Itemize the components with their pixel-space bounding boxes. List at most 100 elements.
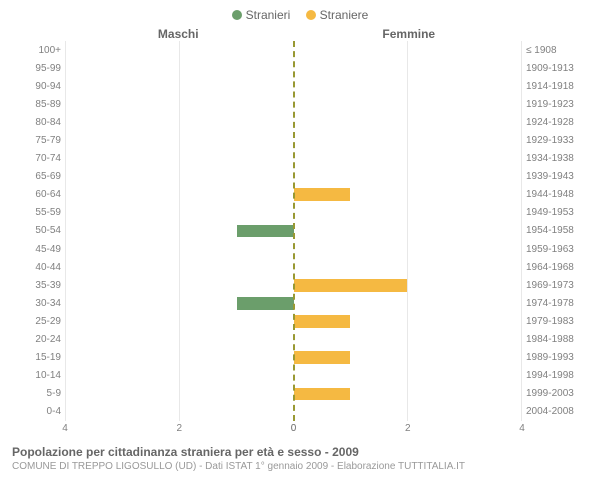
bar-row-male [66,312,294,330]
age-label: 70-74 [10,150,61,168]
x-tick: 0 [291,423,297,434]
bar-row-male [66,186,294,204]
bar-female [294,188,351,201]
age-label: 35-39 [10,276,61,294]
bar-female [294,351,351,364]
bar-row-male [66,77,294,95]
legend-item-female: Straniere [306,8,369,22]
bar-row-female [294,294,522,312]
birth-label: 1924-1928 [526,113,590,131]
bar-row-female [294,113,522,131]
caption-subtitle: COMUNE DI TREPPO LIGOSULLO (UD) - Dati I… [12,461,588,472]
birth-label: 1959-1963 [526,240,590,258]
legend-item-male: Stranieri [232,8,291,22]
legend-label-male: Stranieri [246,8,291,22]
bar-row-male [66,331,294,349]
birth-label: 1909-1913 [526,59,590,77]
bar-row-male [66,113,294,131]
x-tick: 4 [62,423,68,434]
bar-row-female [294,312,522,330]
chart-body: Fasce di età Anni di nascita 100+95-9990… [10,41,590,421]
chart-container: Stranieri Straniere Maschi Femmine Fasce… [0,0,600,500]
x-tick: 4 [519,423,525,434]
birth-label: ≤ 1908 [526,41,590,59]
birth-label: 1979-1983 [526,312,590,330]
legend: Stranieri Straniere [10,8,590,23]
bar-row-male [66,240,294,258]
column-headers: Maschi Femmine [10,27,590,41]
birth-label: 1969-1973 [526,276,590,294]
age-label: 20-24 [10,331,61,349]
y-labels-age: 100+95-9990-9485-8980-8475-7970-7465-696… [10,41,65,421]
age-label: 50-54 [10,222,61,240]
age-label: 5-9 [10,385,61,403]
age-label: 55-59 [10,204,61,222]
birth-label: 1984-1988 [526,331,590,349]
birth-label: 1949-1953 [526,204,590,222]
bar-row-male [66,222,294,240]
bar-row-female [294,349,522,367]
x-axis-female: 0 2 4 [294,421,523,439]
birth-label: 1964-1968 [526,258,590,276]
x-tick: 2 [176,423,182,434]
bar-row-female [294,385,522,403]
birth-label: 1974-1978 [526,294,590,312]
birth-label: 1999-2003 [526,385,590,403]
center-axis [293,41,295,421]
bar-female [294,388,351,401]
bar-row-female [294,204,522,222]
age-label: 25-29 [10,312,61,330]
legend-swatch-female [306,10,316,20]
bar-row-male [66,95,294,113]
bar-female [294,315,351,328]
age-label: 85-89 [10,95,61,113]
bar-row-male [66,294,294,312]
bar-row-male [66,204,294,222]
age-label: 30-34 [10,294,61,312]
y-labels-birth: ≤ 19081909-19131914-19181919-19231924-19… [522,41,590,421]
bar-row-male [66,385,294,403]
bar-row-female [294,258,522,276]
caption: Popolazione per cittadinanza straniera p… [10,445,590,472]
age-label: 90-94 [10,77,61,95]
bar-row-female [294,276,522,294]
birth-label: 1914-1918 [526,77,590,95]
birth-label: 1934-1938 [526,150,590,168]
bar-row-female [294,240,522,258]
birth-label: 1989-1993 [526,349,590,367]
header-female: Femmine [296,27,523,41]
bar-row-female [294,41,522,59]
bar-row-female [294,186,522,204]
bar-row-male [66,367,294,385]
legend-swatch-male [232,10,242,20]
birth-label: 1994-1998 [526,367,590,385]
bar-row-female [294,150,522,168]
bar-row-female [294,222,522,240]
bar-row-male [66,349,294,367]
age-label: 75-79 [10,131,61,149]
bar-row-female [294,367,522,385]
birth-label: 2004-2008 [526,403,590,421]
birth-label: 1929-1933 [526,131,590,149]
bar-row-male [66,131,294,149]
bar-row-female [294,59,522,77]
birth-label: 1944-1948 [526,186,590,204]
caption-title: Popolazione per cittadinanza straniera p… [12,445,588,459]
plot-area [65,41,522,421]
x-tick: 2 [405,423,411,434]
birth-label: 1954-1958 [526,222,590,240]
age-label: 45-49 [10,240,61,258]
bar-row-male [66,403,294,421]
bar-male [237,225,294,238]
bar-row-male [66,258,294,276]
bar-row-male [66,59,294,77]
bar-row-male [66,168,294,186]
bar-row-female [294,95,522,113]
bar-row-female [294,403,522,421]
plot-half-male [66,41,294,421]
age-label: 10-14 [10,367,61,385]
header-male: Maschi [65,27,292,41]
age-label: 95-99 [10,59,61,77]
birth-label: 1939-1943 [526,168,590,186]
age-label: 40-44 [10,258,61,276]
